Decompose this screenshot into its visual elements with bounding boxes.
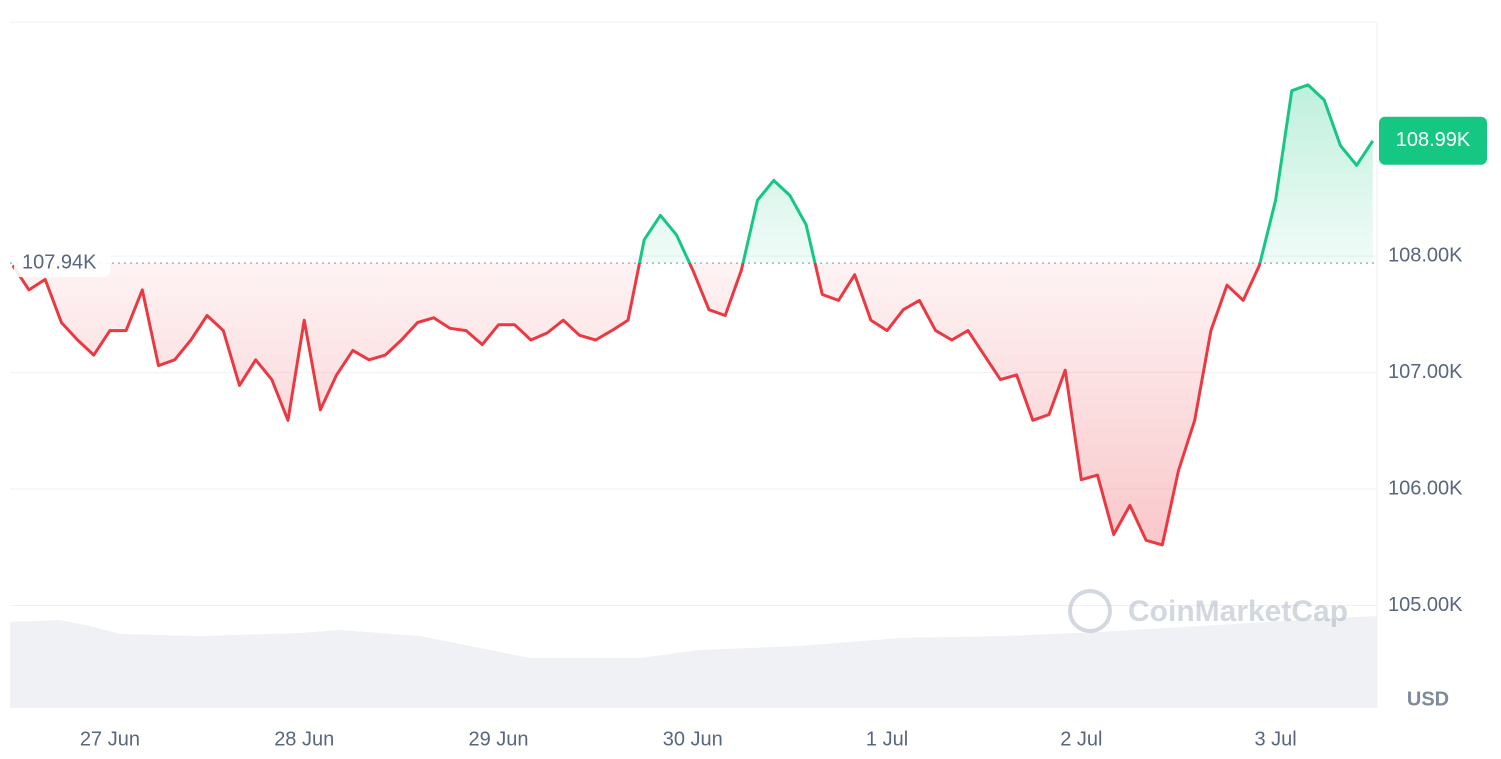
last-price-badge	[1379, 116, 1487, 165]
watermark: CoinMarketCap	[1068, 589, 1348, 633]
x-tick-label: 27 Jun	[80, 728, 140, 750]
x-tick-label: 29 Jun	[468, 728, 528, 750]
baseline-label: 107.94K	[22, 251, 97, 273]
watermark-text: CoinMarketCap	[1128, 595, 1348, 628]
last-price-label: 108.99K	[1396, 129, 1471, 151]
x-tick-label: 2 Jul	[1060, 728, 1102, 750]
baseline-label-bg	[14, 249, 110, 278]
x-tick-label: 3 Jul	[1254, 728, 1296, 750]
x-tick-label: 1 Jul	[866, 728, 908, 750]
y-tick-label: 107.00K	[1388, 361, 1463, 383]
watermark-logo	[1068, 589, 1112, 633]
y-tick-label: 106.00K	[1388, 477, 1463, 499]
currency-label: USD	[1407, 688, 1449, 710]
y-tick-label: 105.00K	[1388, 594, 1463, 616]
price-area	[12, 84, 1373, 545]
price-line	[11, 83, 1375, 547]
volume-background	[10, 616, 1377, 708]
x-tick-label: 30 Jun	[663, 728, 723, 750]
y-tick-label: 108.00K	[1388, 244, 1463, 266]
x-tick-label: 28 Jun	[274, 728, 334, 750]
